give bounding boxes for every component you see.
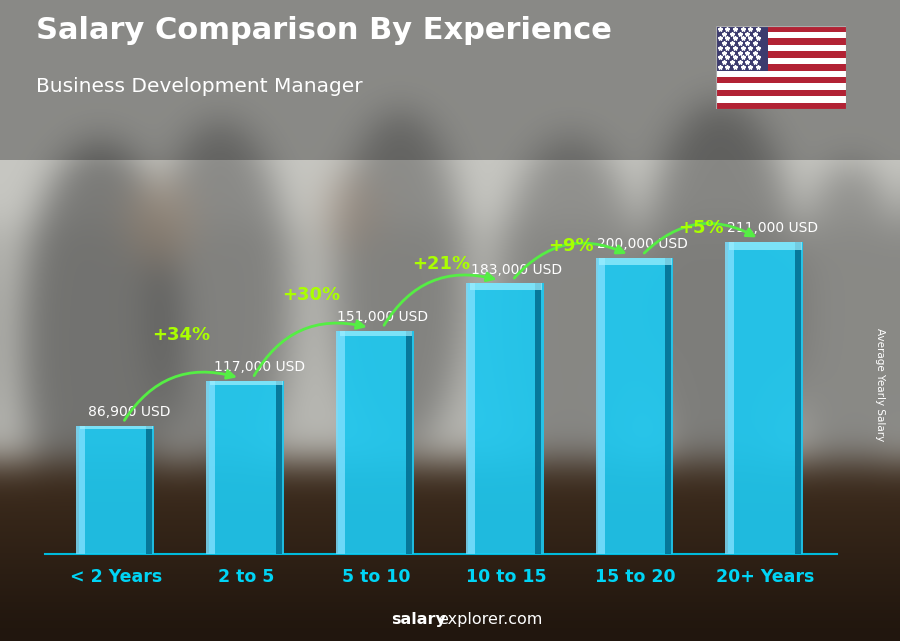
Text: salary: salary (392, 612, 446, 627)
Bar (716, 26, 769, 71)
Bar (716, 45, 846, 51)
Text: 200,000 USD: 200,000 USD (597, 237, 688, 251)
Bar (716, 90, 846, 96)
Bar (716, 38, 846, 45)
Text: Average Yearly Salary: Average Yearly Salary (875, 328, 886, 441)
Bar (728, 242, 803, 554)
Text: +34%: +34% (152, 326, 211, 344)
FancyBboxPatch shape (729, 242, 802, 249)
Bar (76, 426, 86, 554)
Bar (665, 258, 671, 554)
Bar (716, 96, 846, 103)
Bar (716, 32, 846, 38)
FancyBboxPatch shape (80, 426, 153, 429)
Text: +30%: +30% (282, 286, 340, 304)
Text: +5%: +5% (678, 219, 724, 237)
Bar (598, 258, 673, 554)
Bar (716, 51, 846, 58)
Text: +21%: +21% (412, 255, 470, 273)
Bar (725, 242, 734, 554)
Bar (716, 71, 846, 77)
Bar (338, 331, 414, 554)
Bar (716, 26, 846, 32)
Bar (465, 283, 474, 554)
Bar (209, 381, 284, 554)
Bar (275, 381, 282, 554)
Text: 117,000 USD: 117,000 USD (213, 360, 305, 374)
FancyBboxPatch shape (599, 258, 672, 265)
Text: 86,900 USD: 86,900 USD (88, 405, 171, 419)
Bar (79, 426, 154, 554)
Bar (716, 103, 846, 109)
Bar (468, 283, 544, 554)
Bar (406, 331, 411, 554)
Text: 183,000 USD: 183,000 USD (471, 263, 562, 276)
Bar (146, 426, 152, 554)
Bar (206, 381, 215, 554)
Bar (795, 242, 801, 554)
FancyBboxPatch shape (470, 283, 543, 290)
Bar (716, 77, 846, 83)
Bar (536, 283, 542, 554)
Text: 151,000 USD: 151,000 USD (337, 310, 428, 324)
Text: +9%: +9% (548, 237, 594, 255)
Bar (596, 258, 605, 554)
FancyBboxPatch shape (210, 381, 283, 385)
Bar (716, 64, 846, 71)
Text: Business Development Manager: Business Development Manager (36, 77, 363, 96)
Text: Salary Comparison By Experience: Salary Comparison By Experience (36, 16, 612, 45)
Text: explorer.com: explorer.com (438, 612, 543, 627)
Bar (336, 331, 345, 554)
Text: 211,000 USD: 211,000 USD (726, 221, 817, 235)
FancyBboxPatch shape (339, 331, 412, 337)
Bar (716, 83, 846, 90)
Bar (716, 58, 846, 64)
